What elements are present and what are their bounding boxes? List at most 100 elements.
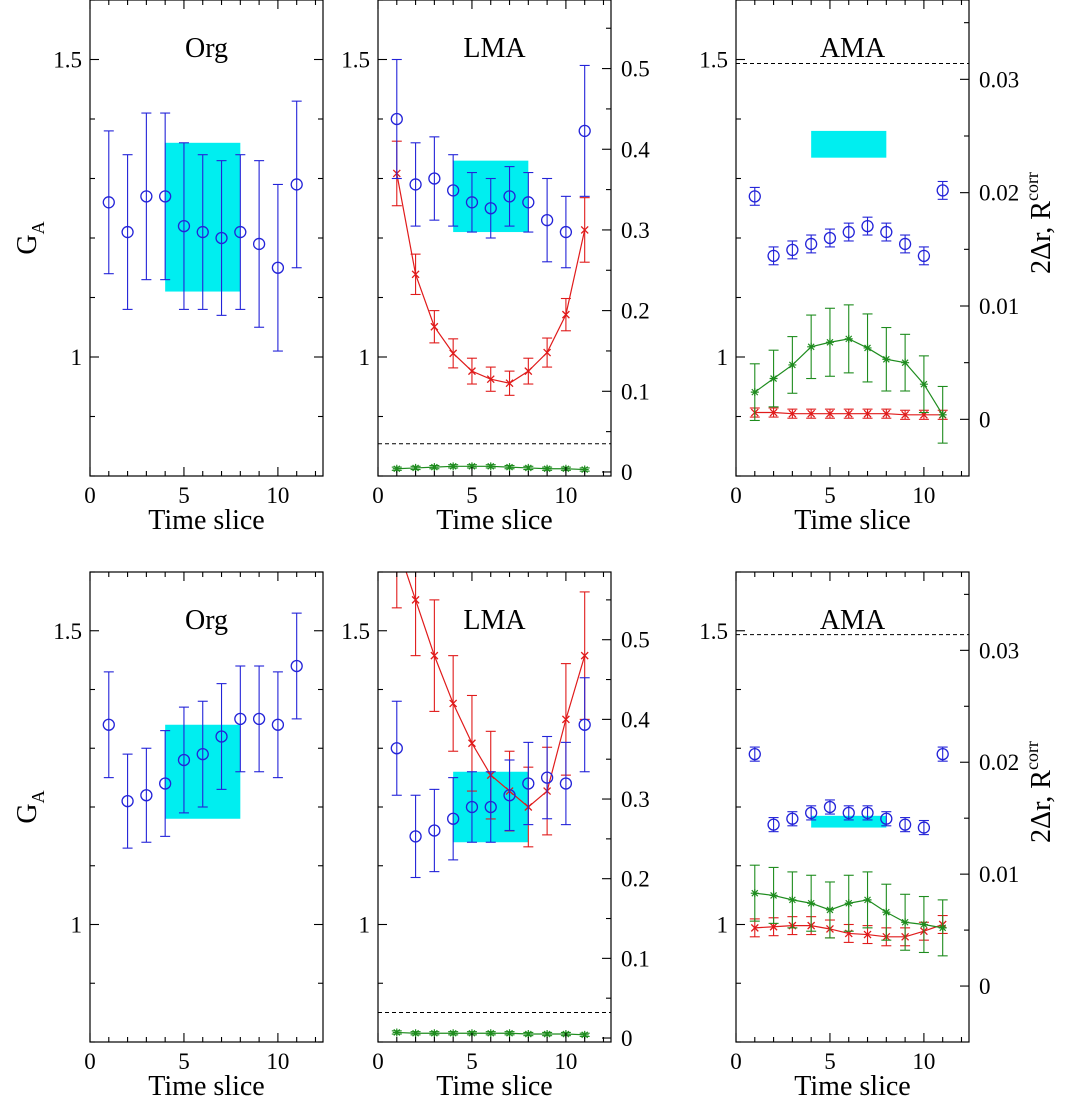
y-axis-title-main: G xyxy=(12,234,43,254)
red-point xyxy=(788,409,797,418)
ga-point xyxy=(140,190,153,203)
ga-point xyxy=(102,718,115,731)
ga-point xyxy=(861,219,874,233)
red-point xyxy=(769,922,778,931)
red-point xyxy=(411,595,420,604)
green-point xyxy=(505,1029,514,1038)
red-point xyxy=(561,310,570,319)
red-point xyxy=(901,410,910,419)
red-point xyxy=(467,367,476,376)
green-point xyxy=(901,358,910,367)
ga-point xyxy=(177,219,191,233)
green-point xyxy=(863,895,872,904)
x-tick-label: 5 xyxy=(178,1049,190,1074)
green-point xyxy=(750,388,759,397)
x-tick-label: 10 xyxy=(266,1049,289,1074)
red-point xyxy=(505,379,514,388)
ga-point xyxy=(271,718,285,731)
ga-point xyxy=(917,821,931,834)
ga-point xyxy=(428,824,441,837)
x-tick-label: 0 xyxy=(372,483,384,508)
axes-frame xyxy=(735,0,970,477)
ga-point xyxy=(503,190,516,203)
red-point xyxy=(524,367,533,376)
y2-tick-label: 0.1 xyxy=(621,946,650,971)
red-point xyxy=(411,270,420,279)
x-tick-label: 5 xyxy=(466,483,478,508)
y2-axis-title: 2Δr, Rcorr xyxy=(1022,741,1057,843)
green-point xyxy=(392,1028,401,1037)
y-axis-title-sub: A xyxy=(28,790,48,803)
green-point xyxy=(919,920,928,929)
red-point xyxy=(580,225,589,234)
y2-tick-label: 0.3 xyxy=(621,787,650,812)
green-point xyxy=(543,1030,552,1039)
green-point xyxy=(769,891,778,900)
y-tick-label: 1 xyxy=(717,345,729,370)
y-axis-title-sub: A xyxy=(28,221,48,234)
ga-point xyxy=(428,172,441,185)
red-point xyxy=(863,930,872,939)
ga-point xyxy=(177,753,191,767)
green-point xyxy=(430,1029,439,1038)
ga-point xyxy=(121,794,134,808)
panel-title: AMA xyxy=(820,605,886,636)
ga-point xyxy=(823,231,837,245)
y2-tick-label: 0.01 xyxy=(979,862,1019,887)
ga-point xyxy=(842,806,855,820)
green-point xyxy=(580,1030,589,1039)
x-tick-label: 10 xyxy=(912,483,935,508)
ga-point xyxy=(390,742,403,755)
ga-point xyxy=(522,196,535,209)
y2-tick-label: 0.02 xyxy=(979,181,1019,206)
x-axis-title: Time slice xyxy=(148,505,264,536)
green-point xyxy=(901,918,910,927)
ga-point xyxy=(540,771,554,784)
green-point xyxy=(486,1029,495,1038)
green-point xyxy=(449,1029,458,1038)
green-point xyxy=(882,355,891,364)
panel-top-org: 0 5 10 1 1.5 Org Time slice GA xyxy=(12,0,324,536)
x-tick-label: 10 xyxy=(912,1049,935,1074)
ga-point xyxy=(503,789,516,802)
x-tick-label: 5 xyxy=(466,1049,478,1074)
ga-point xyxy=(559,777,573,790)
ga-point xyxy=(215,231,228,245)
y2-tick-label: 0.02 xyxy=(979,750,1019,775)
plot-area xyxy=(102,612,303,849)
y-tick-label: 1.5 xyxy=(53,619,82,644)
y2-axis-title: 2Δr, Rcorr xyxy=(1022,172,1057,274)
green-point xyxy=(543,464,552,473)
green-point xyxy=(882,908,891,917)
x-tick-label: 0 xyxy=(730,483,742,508)
x-axis-title: Time slice xyxy=(794,1071,910,1102)
ga-point xyxy=(196,747,209,761)
ga-point xyxy=(484,202,497,215)
plot-area xyxy=(378,58,611,474)
green-point xyxy=(505,463,514,472)
green-point xyxy=(807,899,816,908)
ga-point xyxy=(522,777,535,790)
y-axis-title: GA xyxy=(12,221,48,254)
y2-tick-label: 0.4 xyxy=(621,137,650,162)
green-point xyxy=(467,462,476,471)
plot-area xyxy=(736,634,969,957)
green-point xyxy=(807,342,816,351)
ga-point xyxy=(748,747,761,761)
x-axis-title: Time slice xyxy=(148,1071,264,1102)
ga-point xyxy=(898,237,912,251)
x-tick-label: 0 xyxy=(84,1049,96,1074)
ga-point xyxy=(767,818,780,831)
y2-tick-label: 0.4 xyxy=(621,707,650,732)
red-point xyxy=(561,715,570,724)
plot-area xyxy=(102,100,303,352)
y2-tick-label: 0.01 xyxy=(979,294,1019,319)
green-point xyxy=(486,462,495,471)
ga-point xyxy=(805,237,818,251)
y2-tick-label: 0 xyxy=(621,460,633,485)
green-point xyxy=(788,360,797,369)
ga-point xyxy=(159,190,172,203)
ga-point xyxy=(484,800,497,814)
panel-title: AMA xyxy=(820,33,886,64)
